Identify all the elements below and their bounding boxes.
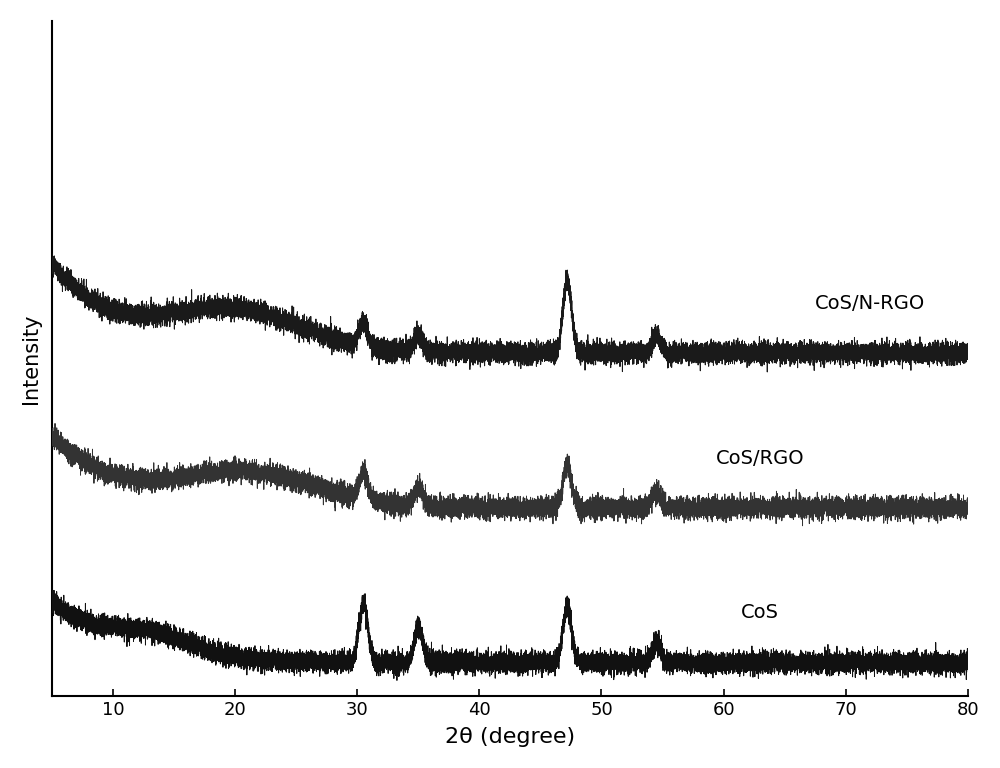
Text: CoS: CoS <box>741 604 779 622</box>
X-axis label: 2θ (degree): 2θ (degree) <box>445 727 575 747</box>
Text: CoS/N-RGO: CoS/N-RGO <box>815 293 925 313</box>
Text: CoS/RGO: CoS/RGO <box>716 449 805 468</box>
Y-axis label: Intensity: Intensity <box>21 313 41 404</box>
